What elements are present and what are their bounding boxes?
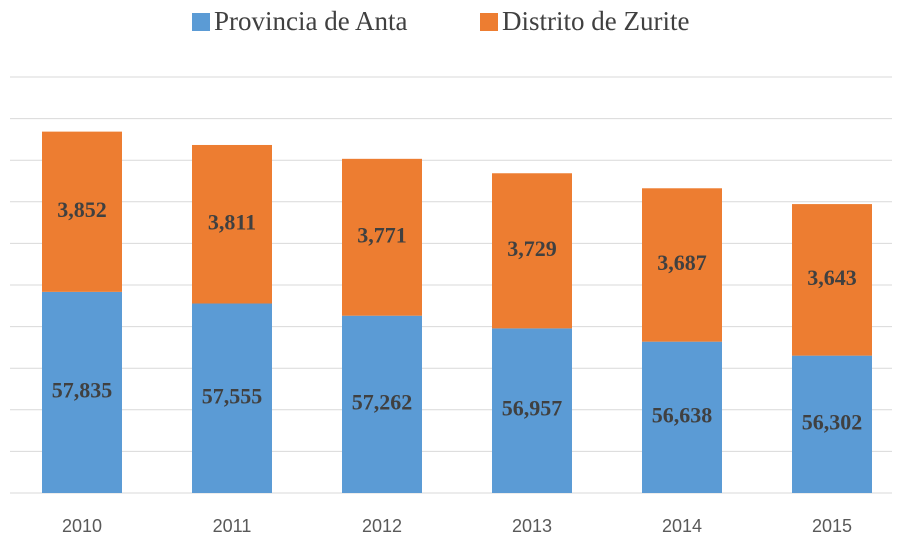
data-label: 57,835 xyxy=(52,377,113,402)
legend-label: Distrito de Zurite xyxy=(502,6,689,36)
bar-segment xyxy=(192,144,272,304)
data-label: 3,811 xyxy=(208,209,256,234)
x-tick-label: 2011 xyxy=(213,516,252,536)
bar-segment xyxy=(792,204,872,356)
legend-label: Provincia de Anta xyxy=(214,6,407,36)
data-label: 3,771 xyxy=(357,222,407,247)
data-label: 56,957 xyxy=(502,396,563,421)
bar-segment xyxy=(492,328,572,493)
x-tick-label: 2010 xyxy=(62,516,102,536)
data-label: 3,687 xyxy=(657,250,707,275)
x-tick-label: 2013 xyxy=(512,516,552,536)
data-label: 56,302 xyxy=(802,409,863,434)
bar-segment xyxy=(342,315,422,493)
legend-swatch xyxy=(480,13,498,31)
bar-segment xyxy=(642,341,722,493)
bar-segment xyxy=(42,131,122,292)
bar-segment xyxy=(192,303,272,493)
bar-segment xyxy=(492,173,572,329)
data-label: 56,638 xyxy=(652,402,713,427)
data-label: 57,262 xyxy=(352,389,413,414)
data-label: 57,555 xyxy=(202,383,263,408)
bar-segment xyxy=(342,158,422,316)
bar-segment xyxy=(42,291,122,493)
data-label: 3,643 xyxy=(807,265,857,290)
x-tick-label: 2015 xyxy=(812,516,852,536)
legend-swatch xyxy=(192,13,210,31)
bar-segment xyxy=(642,188,722,342)
data-label: 3,729 xyxy=(507,236,557,261)
data-label: 3,852 xyxy=(57,197,107,222)
bar-segment xyxy=(792,355,872,493)
x-tick-label: 2014 xyxy=(662,516,702,536)
x-tick-label: 2012 xyxy=(362,516,402,536)
